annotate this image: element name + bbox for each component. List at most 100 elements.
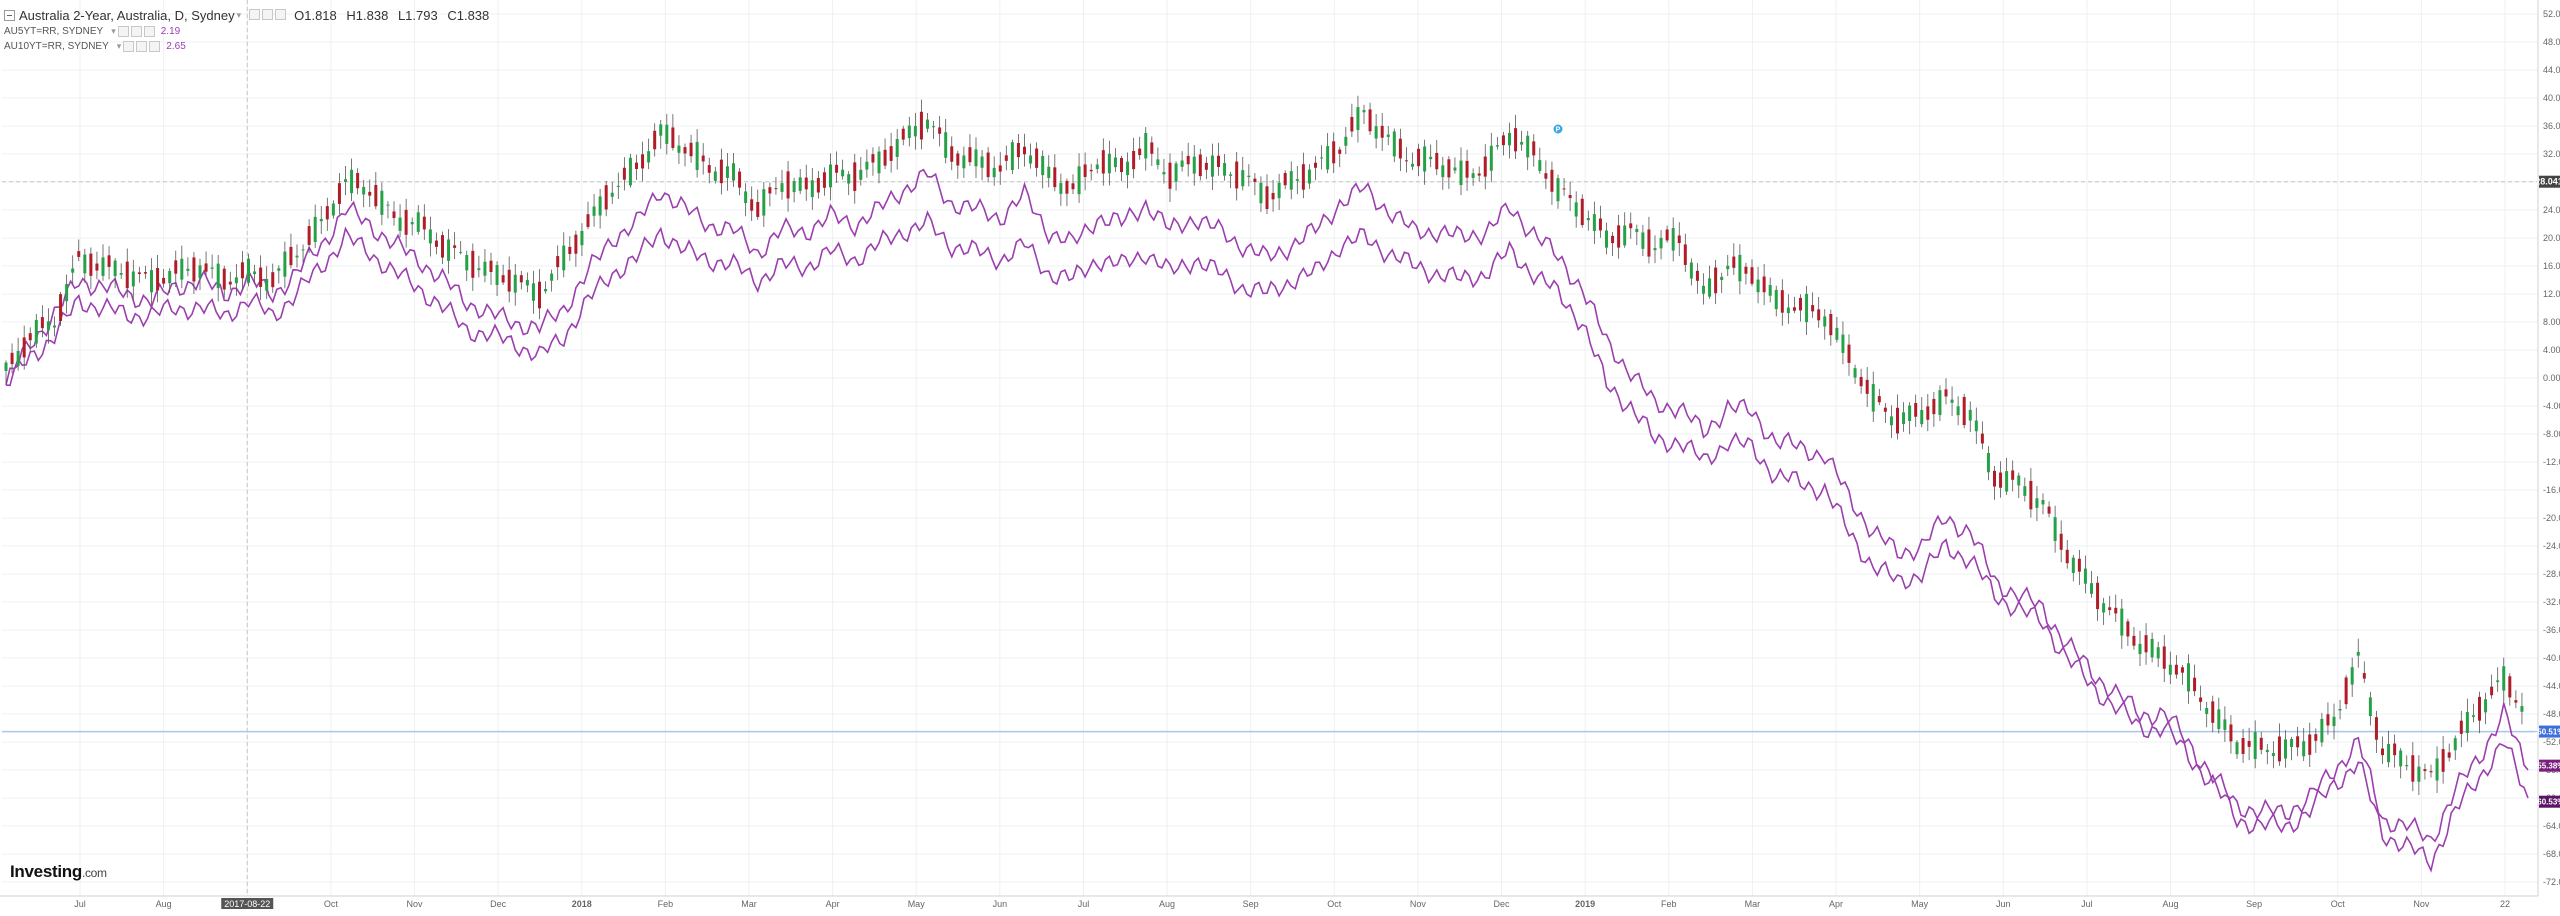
candle-body <box>1150 142 1154 154</box>
series-1-label[interactable]: AU5YT=RR, SYDNEY <box>4 26 104 37</box>
candle-body <box>883 149 887 166</box>
candle-body <box>701 155 705 162</box>
close-icon[interactable] <box>149 41 161 52</box>
close-icon[interactable] <box>143 26 155 37</box>
candle-body <box>4 362 8 371</box>
candle-body <box>95 263 99 271</box>
candle-body <box>1398 138 1402 159</box>
candle-body <box>2132 635 2136 646</box>
candle-body <box>240 262 244 279</box>
candle-body <box>1938 390 1942 415</box>
series-2-label[interactable]: AU10YT=RR, SYDNEY <box>4 41 109 52</box>
candle-body <box>732 163 735 181</box>
candle-body <box>319 218 323 222</box>
candle-body <box>665 124 669 144</box>
collapse-legend-button[interactable] <box>4 9 15 21</box>
candlesticks <box>4 95 2524 796</box>
candle-body <box>1168 162 1172 189</box>
candle-body <box>471 250 475 278</box>
candle-body <box>2520 706 2524 712</box>
candle-body <box>1968 409 1972 421</box>
y-tick-label: 44.00% <box>2543 65 2560 75</box>
candle-body <box>635 162 638 169</box>
settings-icon[interactable] <box>130 26 142 37</box>
last-value-tag-2 <box>2539 759 2560 772</box>
candle-body <box>1592 214 1596 231</box>
x-tick-label: Aug <box>156 899 172 909</box>
candle-body <box>707 165 711 173</box>
candle-body <box>792 181 796 193</box>
last-value-tag-1 <box>2539 725 2560 738</box>
candle-body <box>1289 171 1293 190</box>
candle-body <box>2296 736 2300 748</box>
candle-body <box>1089 169 1093 172</box>
candle-body <box>1441 165 1445 178</box>
y-tick-label: -4.00% <box>2543 401 2560 411</box>
candle-body <box>2059 533 2063 550</box>
candle-body <box>1544 173 1548 179</box>
close-icon[interactable] <box>275 8 287 20</box>
candle-body <box>1489 145 1493 171</box>
candle-body <box>186 268 190 271</box>
candle-body <box>1641 232 1645 249</box>
settings-icon[interactable] <box>262 8 274 20</box>
candle-body <box>1877 396 1881 403</box>
candle-body <box>550 273 554 281</box>
candle-body <box>1301 164 1305 190</box>
candle-body <box>501 275 505 283</box>
candle-body <box>1562 188 1566 190</box>
candle-body <box>616 185 620 187</box>
chevron-down-icon[interactable]: ▾ <box>236 9 242 20</box>
chevron-down-icon[interactable]: ▾ <box>111 26 116 36</box>
candle-body <box>1053 167 1057 188</box>
eye-icon[interactable] <box>249 8 261 20</box>
series-line-1 <box>5 168 2529 843</box>
candle-body <box>2023 486 2027 496</box>
y-tick-label: -52.00% <box>2543 737 2560 747</box>
candle-body <box>2387 743 2391 763</box>
candle-body <box>337 183 341 204</box>
candle-body <box>368 191 372 196</box>
candle-body <box>1423 146 1427 172</box>
candle-body <box>222 268 226 290</box>
main-series-title[interactable]: Australia 2-Year, Australia, D, Sydney <box>19 7 235 23</box>
candle-body <box>398 217 402 231</box>
eye-icon[interactable] <box>123 41 135 52</box>
chevron-down-icon[interactable]: ▾ <box>116 41 122 51</box>
high-value: H1.838 <box>346 7 389 23</box>
x-tick-label: 2019 <box>1575 899 1595 909</box>
candle-body <box>489 260 493 272</box>
candle-body <box>2017 475 2021 486</box>
candle-body <box>1841 334 1845 353</box>
investing-logo[interactable]: Investing.com <box>10 862 107 882</box>
candle-body <box>2029 480 2033 510</box>
candle-body <box>1435 152 1439 170</box>
candle-body <box>83 254 87 274</box>
candle-body <box>1883 407 1887 412</box>
main-series-legend: Australia 2-Year, Australia, D, Sydney ▾… <box>4 6 495 24</box>
candle-body <box>1617 225 1621 248</box>
candle-body <box>519 275 523 283</box>
x-tick-label: Sep <box>1243 899 1259 909</box>
candle-body <box>1047 166 1051 179</box>
candle-body <box>2223 719 2227 730</box>
candle-body <box>841 169 845 177</box>
candle-body <box>2484 699 2488 713</box>
candle-body <box>2011 470 2015 480</box>
candle-body <box>1659 237 1663 249</box>
candle-body <box>1465 160 1469 178</box>
x-tick-label: Feb <box>658 899 674 909</box>
candle-body <box>2035 498 2039 508</box>
candle-body <box>1144 132 1148 159</box>
y-tick-label: -72.00% <box>2543 877 2560 887</box>
candle-body <box>1004 155 1008 161</box>
candle-body <box>1083 164 1087 177</box>
candle-body <box>2096 582 2100 610</box>
candle-body <box>1295 179 1299 181</box>
settings-icon[interactable] <box>136 41 148 52</box>
eye-icon[interactable] <box>117 26 129 37</box>
candle-body <box>2368 697 2372 717</box>
candle-body <box>1338 149 1342 154</box>
